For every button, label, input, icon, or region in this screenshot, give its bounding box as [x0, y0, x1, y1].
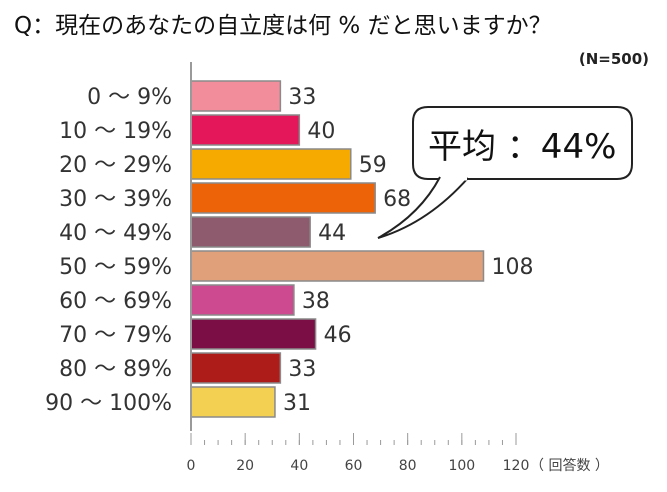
- category-label: 20 ～ 29%: [59, 153, 172, 178]
- callout-bubble: [412, 106, 633, 180]
- page-title: Q：現在のあなたの自立度は何 % だと思いますか？: [14, 13, 552, 39]
- category-label: 80 ～ 89%: [59, 357, 172, 382]
- bar: [190, 114, 301, 146]
- x-tick-label: 40: [290, 458, 308, 474]
- value-label: 44: [318, 221, 346, 246]
- bar: [190, 250, 485, 282]
- value-label: 46: [324, 323, 352, 348]
- callout-text: 平均 ：44%: [428, 127, 616, 167]
- value-label: 38: [302, 289, 330, 314]
- bar: [190, 80, 282, 112]
- category-label: 0 ～ 9%: [87, 85, 172, 110]
- callout-pointer: [377, 176, 469, 239]
- axis-layer: 0 20 40 60 80 100 120 （ 回答数 ）: [187, 62, 609, 474]
- x-tick-label: 120: [503, 458, 530, 474]
- category-label: 60 ～ 69%: [59, 289, 172, 314]
- x-unit-label: （ 回答数 ）: [530, 457, 609, 474]
- x-tick-label: 20: [236, 458, 254, 474]
- x-tick-label: 0: [187, 458, 196, 474]
- bar: [190, 318, 317, 350]
- category-label: 40 ～ 49%: [59, 221, 172, 246]
- bar: [190, 284, 295, 316]
- category-label: 50 ～ 59%: [59, 255, 172, 280]
- value-label: 31: [283, 391, 311, 416]
- value-label: 108: [492, 255, 534, 280]
- category-label: 30 ～ 39%: [59, 187, 172, 212]
- value-label: 59: [359, 153, 387, 178]
- bar: [190, 182, 376, 214]
- sample-size-note: (N=500): [578, 50, 649, 68]
- bar: [190, 148, 352, 180]
- value-label: 68: [383, 187, 411, 212]
- value-label: 33: [288, 85, 316, 110]
- category-label: 70 ～ 79%: [59, 323, 172, 348]
- x-tick-label: 100: [448, 458, 475, 474]
- average-callout: 平均 ：44%: [377, 106, 633, 239]
- bar: [190, 216, 311, 248]
- category-label: 90 ～ 100%: [45, 391, 172, 416]
- bar: [190, 352, 282, 384]
- value-label: 40: [307, 119, 335, 144]
- category-label: 10 ～ 19%: [59, 119, 172, 144]
- value-label: 33: [288, 357, 316, 382]
- bar: [190, 386, 276, 418]
- bars-layer: 33 0 ～ 9% 40 10 ～ 19% 59 20 ～ 29% 68 30 ～ 39% 44…: [45, 80, 534, 418]
- x-tick-label: 60: [345, 458, 363, 474]
- x-tick-label: 80: [399, 458, 417, 474]
